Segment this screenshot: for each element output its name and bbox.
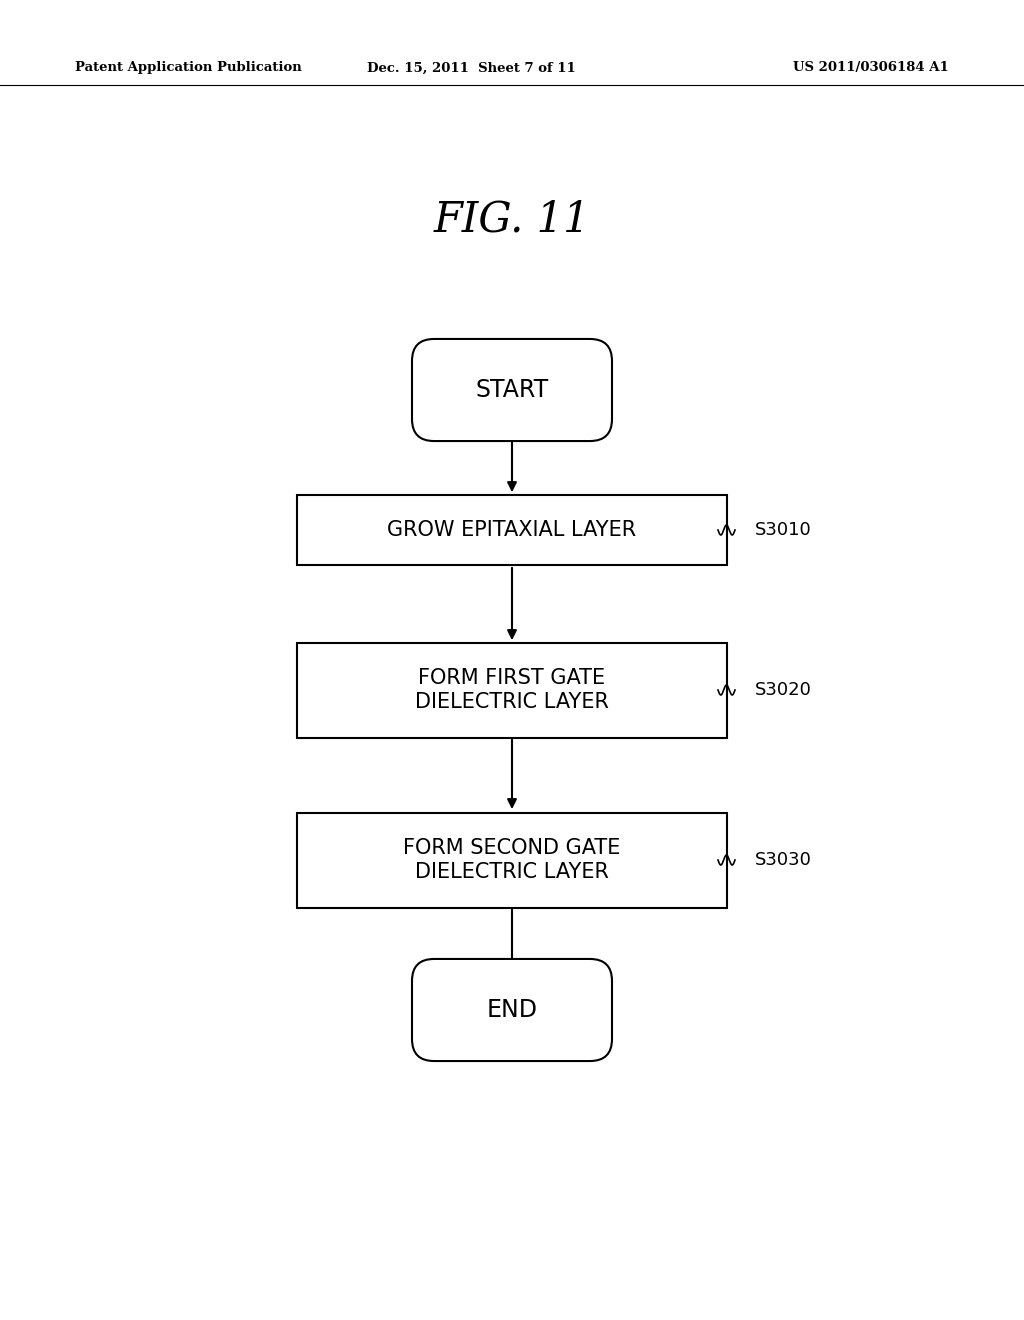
Bar [297, 495, 727, 565]
Text: FIG. 11: FIG. 11 [434, 199, 590, 242]
FancyBboxPatch shape [412, 958, 612, 1061]
Text: FORM FIRST GATE
DIELECTRIC LAYER: FORM FIRST GATE DIELECTRIC LAYER [415, 668, 609, 711]
Text: US 2011/0306184 A1: US 2011/0306184 A1 [794, 62, 949, 74]
Text: Dec. 15, 2011  Sheet 7 of 11: Dec. 15, 2011 Sheet 7 of 11 [367, 62, 575, 74]
Text: GROW EPITAXIAL LAYER: GROW EPITAXIAL LAYER [387, 520, 637, 540]
Text: END: END [486, 998, 538, 1022]
Bar [297, 813, 727, 908]
Bar [297, 643, 727, 738]
Text: Patent Application Publication: Patent Application Publication [75, 62, 302, 74]
Text: S3030: S3030 [755, 851, 812, 869]
Text: S3010: S3010 [755, 521, 812, 539]
Text: START: START [475, 378, 549, 403]
Text: S3020: S3020 [755, 681, 812, 700]
Text: FORM SECOND GATE
DIELECTRIC LAYER: FORM SECOND GATE DIELECTRIC LAYER [403, 838, 621, 882]
FancyBboxPatch shape [412, 339, 612, 441]
